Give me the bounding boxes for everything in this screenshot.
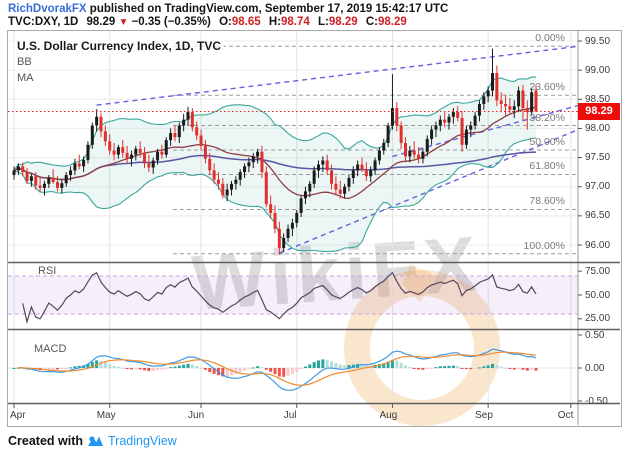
- rsi-pane-label[interactable]: RSI: [38, 265, 57, 277]
- author-name: RichDvorakFX: [8, 3, 87, 15]
- fib-level-label: 100.00%: [523, 239, 565, 252]
- chart-frame: U.S. Dollar Currency Index, 1D, TVC BB M…: [7, 30, 622, 427]
- high-value: 98.74: [280, 16, 310, 28]
- indicator-label-ma[interactable]: MA: [14, 71, 37, 86]
- price-change: −0.35 (−0.35%): [131, 16, 211, 28]
- close-label: C:: [365, 16, 378, 28]
- price-tick-label: 98.00: [585, 122, 611, 134]
- down-arrow-icon: ▼: [118, 17, 129, 28]
- chart-title: U.S. Dollar Currency Index, 1D, TVC: [14, 39, 225, 54]
- fib-level-label: 78.60%: [529, 195, 565, 208]
- price-tick-label: 97.00: [585, 181, 611, 193]
- tradingview-logo-icon: [87, 434, 104, 448]
- open-label: O:: [219, 16, 232, 28]
- price-tick-label: 97.50: [585, 152, 611, 164]
- price-tick-label: 96.50: [585, 210, 611, 222]
- publish-info: published on TradingView.com, September …: [86, 3, 449, 15]
- created-with-label: Created with: [8, 434, 84, 448]
- high-label: H:: [268, 16, 281, 28]
- open-value: 98.65: [231, 16, 261, 28]
- indicator-label-bb[interactable]: BB: [14, 55, 35, 70]
- macd-pane-label[interactable]: MACD: [34, 343, 67, 355]
- close-value: 98.29: [377, 16, 407, 28]
- macd-tick-label: 0.50: [585, 329, 605, 341]
- time-axis-month-label: May: [96, 410, 116, 421]
- price-tick-label: 98.50: [585, 93, 611, 105]
- price-tick-label: 99.50: [585, 35, 611, 47]
- low-label: L:: [317, 16, 329, 28]
- low-value: 98.29: [328, 16, 358, 28]
- rsi-tick-label: 25.00: [585, 313, 611, 325]
- last-price-badge: 98.29: [578, 103, 620, 121]
- time-axis-month-label: Sep: [475, 410, 493, 421]
- tradingview-link[interactable]: TradingView: [108, 434, 177, 448]
- last-price: 98.29: [86, 16, 116, 28]
- fib-level-label: 61.80%: [529, 160, 565, 173]
- rsi-tick-label: 50.00: [585, 289, 611, 301]
- macd-tick-label: -0.50: [585, 395, 608, 407]
- time-axis-month-label: Apr: [10, 410, 26, 421]
- fib-level-label: 23.60%: [529, 81, 565, 94]
- header-line-1: RichDvorakFX published on TradingView.co…: [8, 3, 448, 15]
- fib-level-label: 0.00%: [535, 32, 565, 45]
- macd-tick-label: 0.00: [585, 362, 605, 374]
- header-line-2: TVC:DXY, 1D 98.29 ▼ −0.35 (−0.35%) O:98.…: [8, 16, 407, 28]
- fib-level-label: 38.20%: [529, 111, 565, 124]
- fib-level-label: 50.00%: [529, 136, 565, 148]
- time-axis-month-label: Jul: [283, 410, 297, 421]
- time-axis-month-label: Aug: [379, 410, 398, 421]
- symbol-name: TVC:DXY, 1D: [8, 16, 79, 28]
- time-axis-month-label: Oct: [557, 410, 574, 421]
- price-tick-label: 96.00: [585, 239, 611, 251]
- chart-canvas[interactable]: [8, 31, 620, 425]
- wikifx-logo-watermark: [332, 262, 512, 432]
- rsi-tick-label: 75.00: [585, 265, 611, 277]
- price-tick-label: 99.00: [585, 64, 611, 76]
- footer: Created with TradingView: [8, 434, 177, 448]
- time-axis-month-label: Jun: [188, 410, 205, 421]
